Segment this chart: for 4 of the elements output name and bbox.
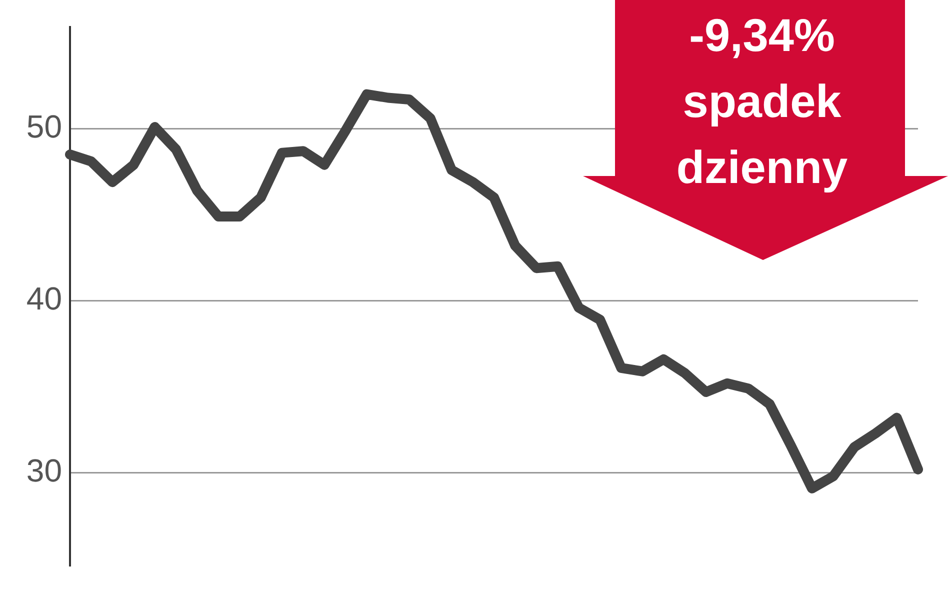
annotation: -9,34% spadek dzienny [675,8,849,195]
y-tick-label: 40 [26,280,62,317]
y-tick-label: 30 [26,452,62,489]
y-tick-label: 50 [26,108,62,145]
